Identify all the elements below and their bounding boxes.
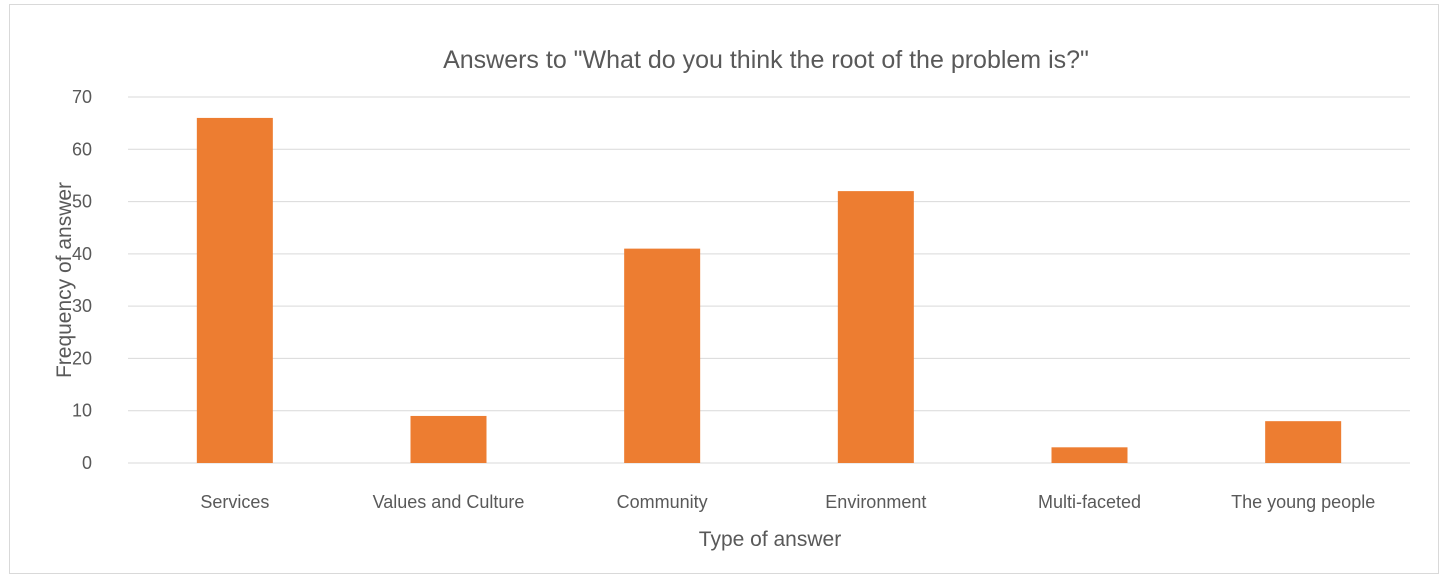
- bar-the-young-people: [1265, 421, 1342, 463]
- y-tick-label: 0: [82, 453, 92, 473]
- y-tick-label: 70: [72, 87, 92, 107]
- bar-environment: [837, 191, 914, 463]
- x-tick-label: The young people: [1231, 492, 1375, 512]
- x-axis-ticks: Services Values and Culture Community Envir…: [200, 492, 1375, 512]
- y-tick-label: 20: [72, 348, 92, 368]
- y-tick-label: 60: [72, 139, 92, 159]
- y-tick-label: 40: [72, 244, 92, 264]
- x-tick-label: Values and Culture: [373, 492, 525, 512]
- x-tick-label: Multi-faceted: [1038, 492, 1141, 512]
- x-tick-label: Community: [617, 492, 708, 512]
- x-tick-label: Services: [200, 492, 269, 512]
- bar-values-and-culture: [410, 415, 487, 463]
- y-tick-label: 30: [72, 296, 92, 316]
- y-tick-label: 50: [72, 192, 92, 212]
- x-axis-title: Type of answer: [699, 528, 841, 551]
- chart-title: Answers to "What do you think the root o…: [443, 46, 1089, 74]
- y-tick-label: 10: [72, 401, 92, 421]
- y-axis-ticks: 0 10 20 30 40 50 60 70: [72, 87, 92, 473]
- bar-multi-faceted: [1051, 447, 1128, 463]
- bars: [196, 117, 1342, 464]
- bar-services: [196, 117, 273, 464]
- x-tick-label: Environment: [825, 492, 926, 512]
- bar-community: [624, 248, 701, 463]
- gridlines: [128, 96, 1410, 464]
- y-axis-title: Frequency of answer: [53, 182, 76, 378]
